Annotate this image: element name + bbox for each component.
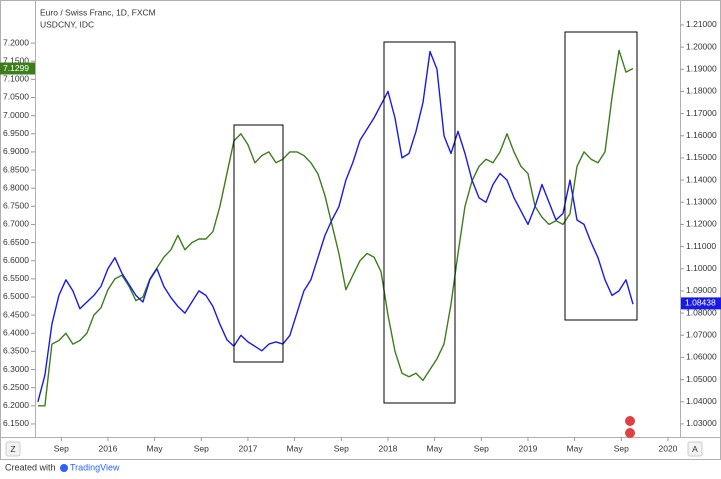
y-tick-label: 7.0000 [3, 110, 29, 120]
y2-tick-label: 1.11000 [686, 241, 716, 251]
event-icon [625, 428, 635, 438]
y-tick-label: 6.8000 [3, 182, 29, 192]
x-tick-label: Sep [614, 443, 629, 453]
last-value-box [0, 62, 35, 75]
scale-button[interactable] [687, 441, 703, 457]
brand-logo [60, 464, 68, 472]
y-tick-label: 7.1000 [3, 74, 29, 84]
y-tick-label: 6.6500 [3, 237, 29, 247]
last-value-label: 1.08438 [685, 298, 716, 308]
event-icons [625, 416, 635, 438]
y2-tick-label: 1.04000 [686, 396, 717, 406]
x-tick-label: 2017 [238, 443, 257, 453]
y2-tick-label: 1.07000 [686, 330, 717, 340]
y2-tick-label: 1.15000 [686, 152, 717, 162]
footer-text: Created with [5, 462, 56, 472]
y2-tick-label: 1.14000 [686, 174, 717, 184]
y-tick-label: 6.7500 [3, 201, 29, 211]
y-tick-label: 6.8500 [3, 164, 29, 174]
y2-tick-label: 1.06000 [686, 352, 717, 362]
y2-tick-label: 1.10000 [686, 263, 717, 273]
scale-button-label[interactable]: A [692, 444, 698, 454]
y-tick-label: 7.1500 [3, 55, 29, 65]
event-icon [625, 416, 635, 426]
y-tick-label: 6.5000 [3, 291, 29, 301]
series-line [37, 49, 634, 407]
y2-tick-label: 1.12000 [686, 219, 717, 229]
x-tick-label: 2018 [378, 443, 397, 453]
y2-tick-label: 1.17000 [686, 108, 717, 118]
y2-tick-label: 1.03000 [686, 418, 717, 428]
y-tick-label: 6.2000 [3, 400, 29, 410]
y2-tick-label: 1.09000 [686, 285, 717, 295]
x-tick-label: May [427, 443, 444, 453]
x-tick-label: 2016 [98, 443, 117, 453]
y-tick-label: 7.2000 [3, 37, 29, 47]
x-tick-label: Sep [334, 443, 349, 453]
x-tick-label: May [567, 443, 584, 453]
annotation-box [564, 31, 638, 321]
x-tick-label: Sep [474, 443, 489, 453]
y-tick-label: 6.1500 [3, 418, 29, 428]
x-tick-label: Sep [54, 443, 69, 453]
y-tick-label: 6.9500 [3, 128, 29, 138]
y-tick-label: 6.2500 [3, 382, 29, 392]
y-tick-label: 6.3000 [3, 364, 29, 374]
x-tick-label: Sep [194, 443, 209, 453]
scale-button-label[interactable]: Z [10, 444, 15, 454]
y-tick-label: 6.3500 [3, 346, 29, 356]
x-tick-label: 2020 [658, 443, 677, 453]
y-tick-label: 6.5500 [3, 273, 29, 283]
y2-tick-label: 1.18000 [686, 86, 717, 96]
y-tick-label: 6.4000 [3, 328, 29, 338]
y2-tick-label: 1.13000 [686, 197, 717, 207]
legend-entry: Euro / Swiss Franc, 1D, FXCM [40, 7, 156, 17]
series-line [37, 50, 634, 402]
y-tick-label: 7.0500 [3, 92, 29, 102]
y-tick-label: 6.7000 [3, 219, 29, 229]
y-tick-label: 6.6000 [3, 255, 29, 265]
x-tick-label: May [287, 443, 304, 453]
scale-button[interactable] [5, 441, 21, 457]
legend-entry: USDCNY, IDC [40, 19, 94, 29]
y-tick-label: 6.9000 [3, 146, 29, 156]
footer-brand[interactable]: TradingView [70, 462, 120, 472]
y2-tick-label: 1.05000 [686, 374, 717, 384]
y2-tick-label: 1.19000 [686, 64, 717, 74]
y2-tick-label: 1.16000 [686, 130, 717, 140]
y2-tick-label: 1.20000 [686, 41, 717, 51]
annotation-box [383, 41, 456, 404]
y-tick-label: 6.4500 [3, 309, 29, 319]
x-tick-label: 2019 [518, 443, 537, 453]
annotation-box [233, 124, 284, 363]
plot-lines [37, 49, 634, 407]
last-value-box [681, 297, 721, 310]
y2-tick-label: 1.21000 [686, 19, 717, 29]
last-value-label: 7.1299 [3, 63, 29, 73]
x-tick-label: May [147, 443, 164, 453]
y2-tick-label: 1.08000 [686, 307, 717, 317]
